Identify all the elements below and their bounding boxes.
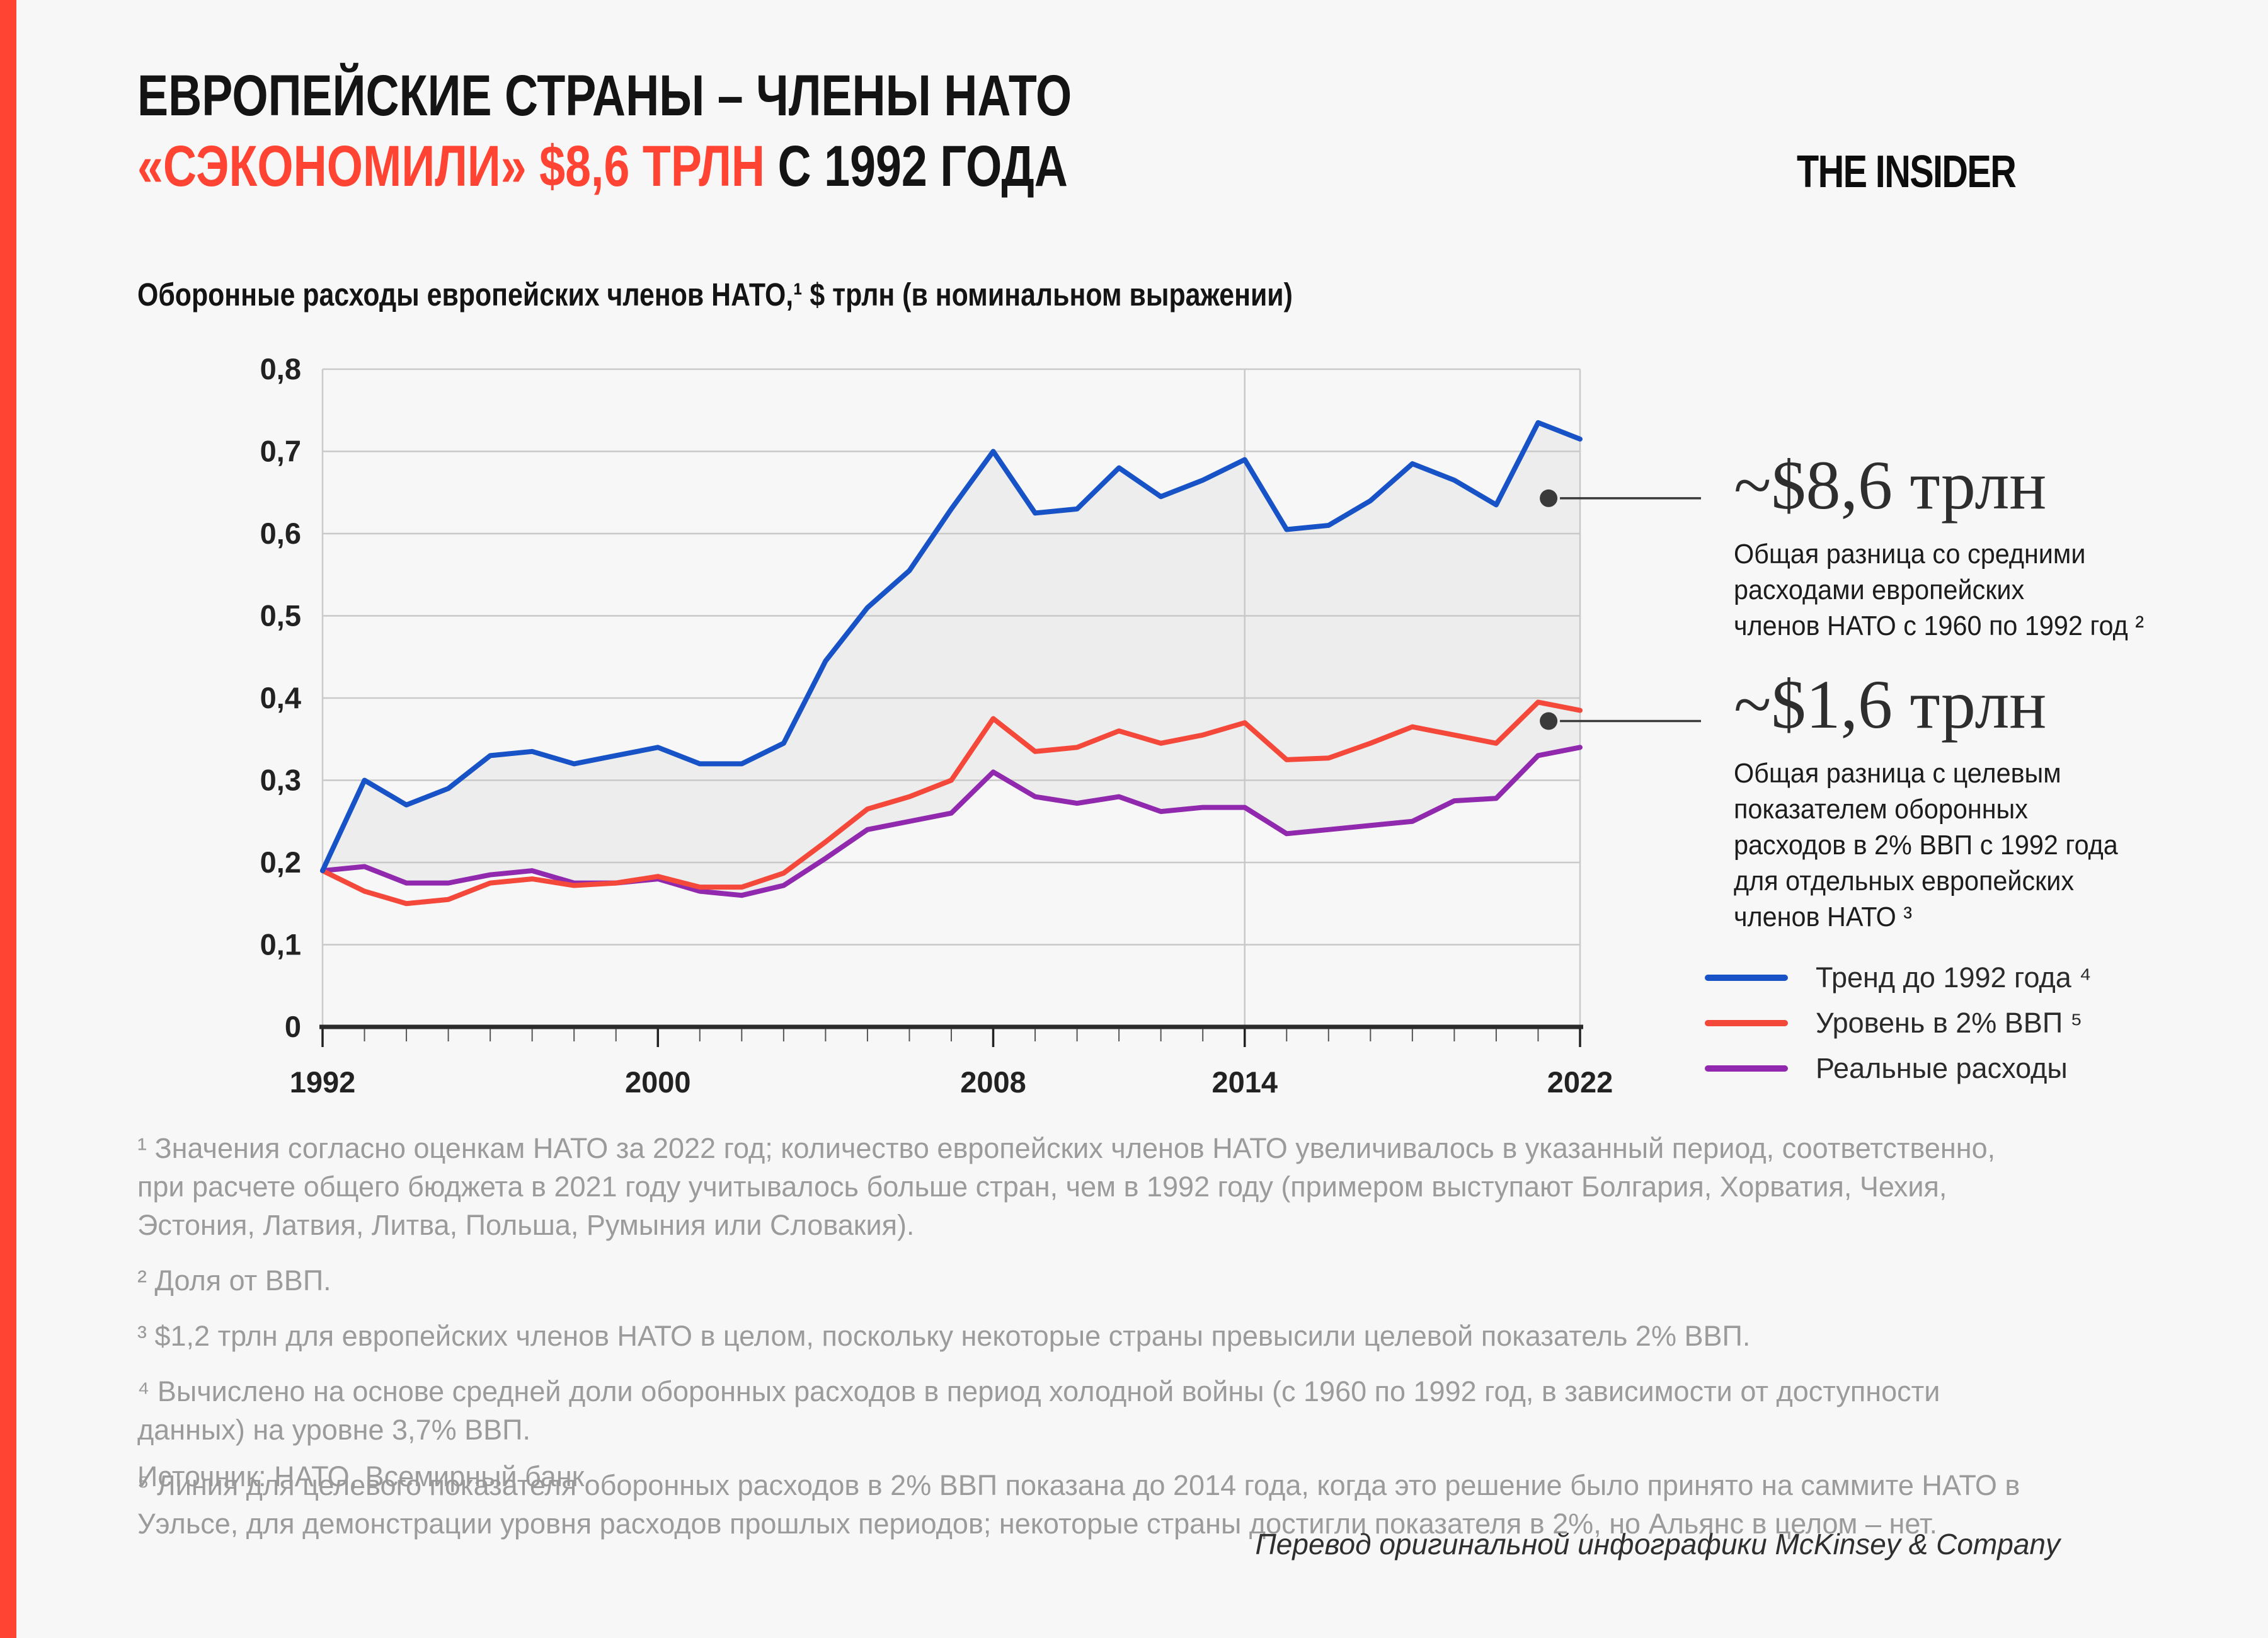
page-title: ЕВРОПЕЙСКИЕ СТРАНЫ – ЧЛЕНЫ НАТО «СЭКОНОМ… xyxy=(137,60,1305,202)
gdp-2pct-line-swatch xyxy=(1705,1020,1788,1026)
annotation-8-6-desc: Общая разница со средними расходами евро… xyxy=(1734,539,2145,641)
legend-row-2pct: Уровень в 2% ВВП ⁵ xyxy=(1705,1000,2092,1046)
series-line-2 xyxy=(320,745,1583,898)
legend-label-real: Реальные расходы xyxy=(1816,1052,2068,1084)
annotation-8-6-trln: ~$8,6 трлн Общая разница со средними рас… xyxy=(1734,450,2170,644)
title-line-2-rest: С 1992 ГОДА xyxy=(765,134,1068,198)
footnotes-block: ¹ Значения согласно оценкам НАТО за 2022… xyxy=(137,1129,2034,1560)
chart-legend: Тренд до 1992 года ⁴ Уровень в 2% ВВП ⁵ … xyxy=(1705,955,2092,1091)
y-tick-label: 0,2 xyxy=(260,845,301,879)
footnote-4: ⁴ Вычислено на основе средней доли оборо… xyxy=(137,1375,1940,1446)
annotation-1-6-trln: ~$1,6 трлн Общая разница с целевым показ… xyxy=(1734,670,2143,935)
y-tick-label: 0,8 xyxy=(260,352,301,386)
footnote-3: ³ $1,2 трлн для европейских членов НАТО … xyxy=(137,1320,1751,1352)
legend-row-real: Реальные расходы xyxy=(1705,1046,2092,1091)
footnote-1: ¹ Значения согласно оценкам НАТО за 2022… xyxy=(137,1132,1996,1241)
left-accent-bar xyxy=(0,0,16,1638)
annotation-1-6-desc: Общая разница с целевым показателем обор… xyxy=(1734,758,2118,932)
real-spending-line-swatch xyxy=(1705,1065,1788,1072)
series-line-0 xyxy=(320,420,1583,874)
callout-dot xyxy=(1540,712,1558,730)
trend-line-swatch xyxy=(1705,975,1788,981)
annotation-1-6-value: ~$1,6 трлн xyxy=(1734,666,2047,743)
legend-label-2pct: Уровень в 2% ВВП ⁵ xyxy=(1816,1007,2083,1039)
translation-credit: Перевод оригинальной инфографики McKinse… xyxy=(1255,1528,2060,1561)
title-line-2-highlight: «СЭКОНОМИЛИ» $8,6 ТРЛН xyxy=(137,134,765,198)
the-insider-logo: THE INSIDER xyxy=(1797,147,2017,197)
title-line-2: «СЭКОНОМИЛИ» $8,6 ТРЛН С 1992 ГОДА xyxy=(137,131,1072,202)
y-tick-label: 0,1 xyxy=(260,928,301,961)
x-tick-label: 2014 xyxy=(1211,1065,1278,1099)
title-line-1: ЕВРОПЕЙСКИЕ СТРАНЫ – ЧЛЕНЫ НАТО xyxy=(137,64,1072,128)
savings-area-fill xyxy=(323,422,1580,896)
footnote-2: ² Доля от ВВП. xyxy=(137,1264,331,1297)
x-tick-label: 2022 xyxy=(1547,1065,1613,1099)
chart-subtitle: Оборонные расходы европейских членов НАТ… xyxy=(137,277,1293,312)
x-tick-label: 2008 xyxy=(960,1065,1026,1099)
legend-row-trend: Тренд до 1992 года ⁴ xyxy=(1705,955,2092,1000)
annotation-8-6-value: ~$8,6 трлн xyxy=(1734,447,2047,524)
y-tick-label: 0,4 xyxy=(260,681,301,714)
callout-dot xyxy=(1540,489,1558,507)
y-tick-label: 0,3 xyxy=(260,764,301,797)
y-tick-label: 0,5 xyxy=(260,599,301,633)
x-tick-label: 2000 xyxy=(625,1065,691,1099)
series-line-1 xyxy=(320,699,1583,907)
source-line: Источник: НАТО, Всемирный банк xyxy=(137,1460,585,1492)
defense-spending-line-chart: 1992 2000 2008 2014 2022 0 0,1 0,2 0,3 0,4 0,5 0,6 0… xyxy=(260,352,1701,1099)
x-tick-label: 1992 xyxy=(290,1065,356,1099)
y-tick-label: 0,6 xyxy=(260,517,301,550)
footnote-5: ⁵ Линия для целевого показателя оборонны… xyxy=(137,1469,2020,1540)
y-tick-label: 0 xyxy=(285,1010,301,1043)
legend-label-trend: Тренд до 1992 года ⁴ xyxy=(1816,961,2092,994)
y-tick-label: 0,7 xyxy=(260,435,301,468)
